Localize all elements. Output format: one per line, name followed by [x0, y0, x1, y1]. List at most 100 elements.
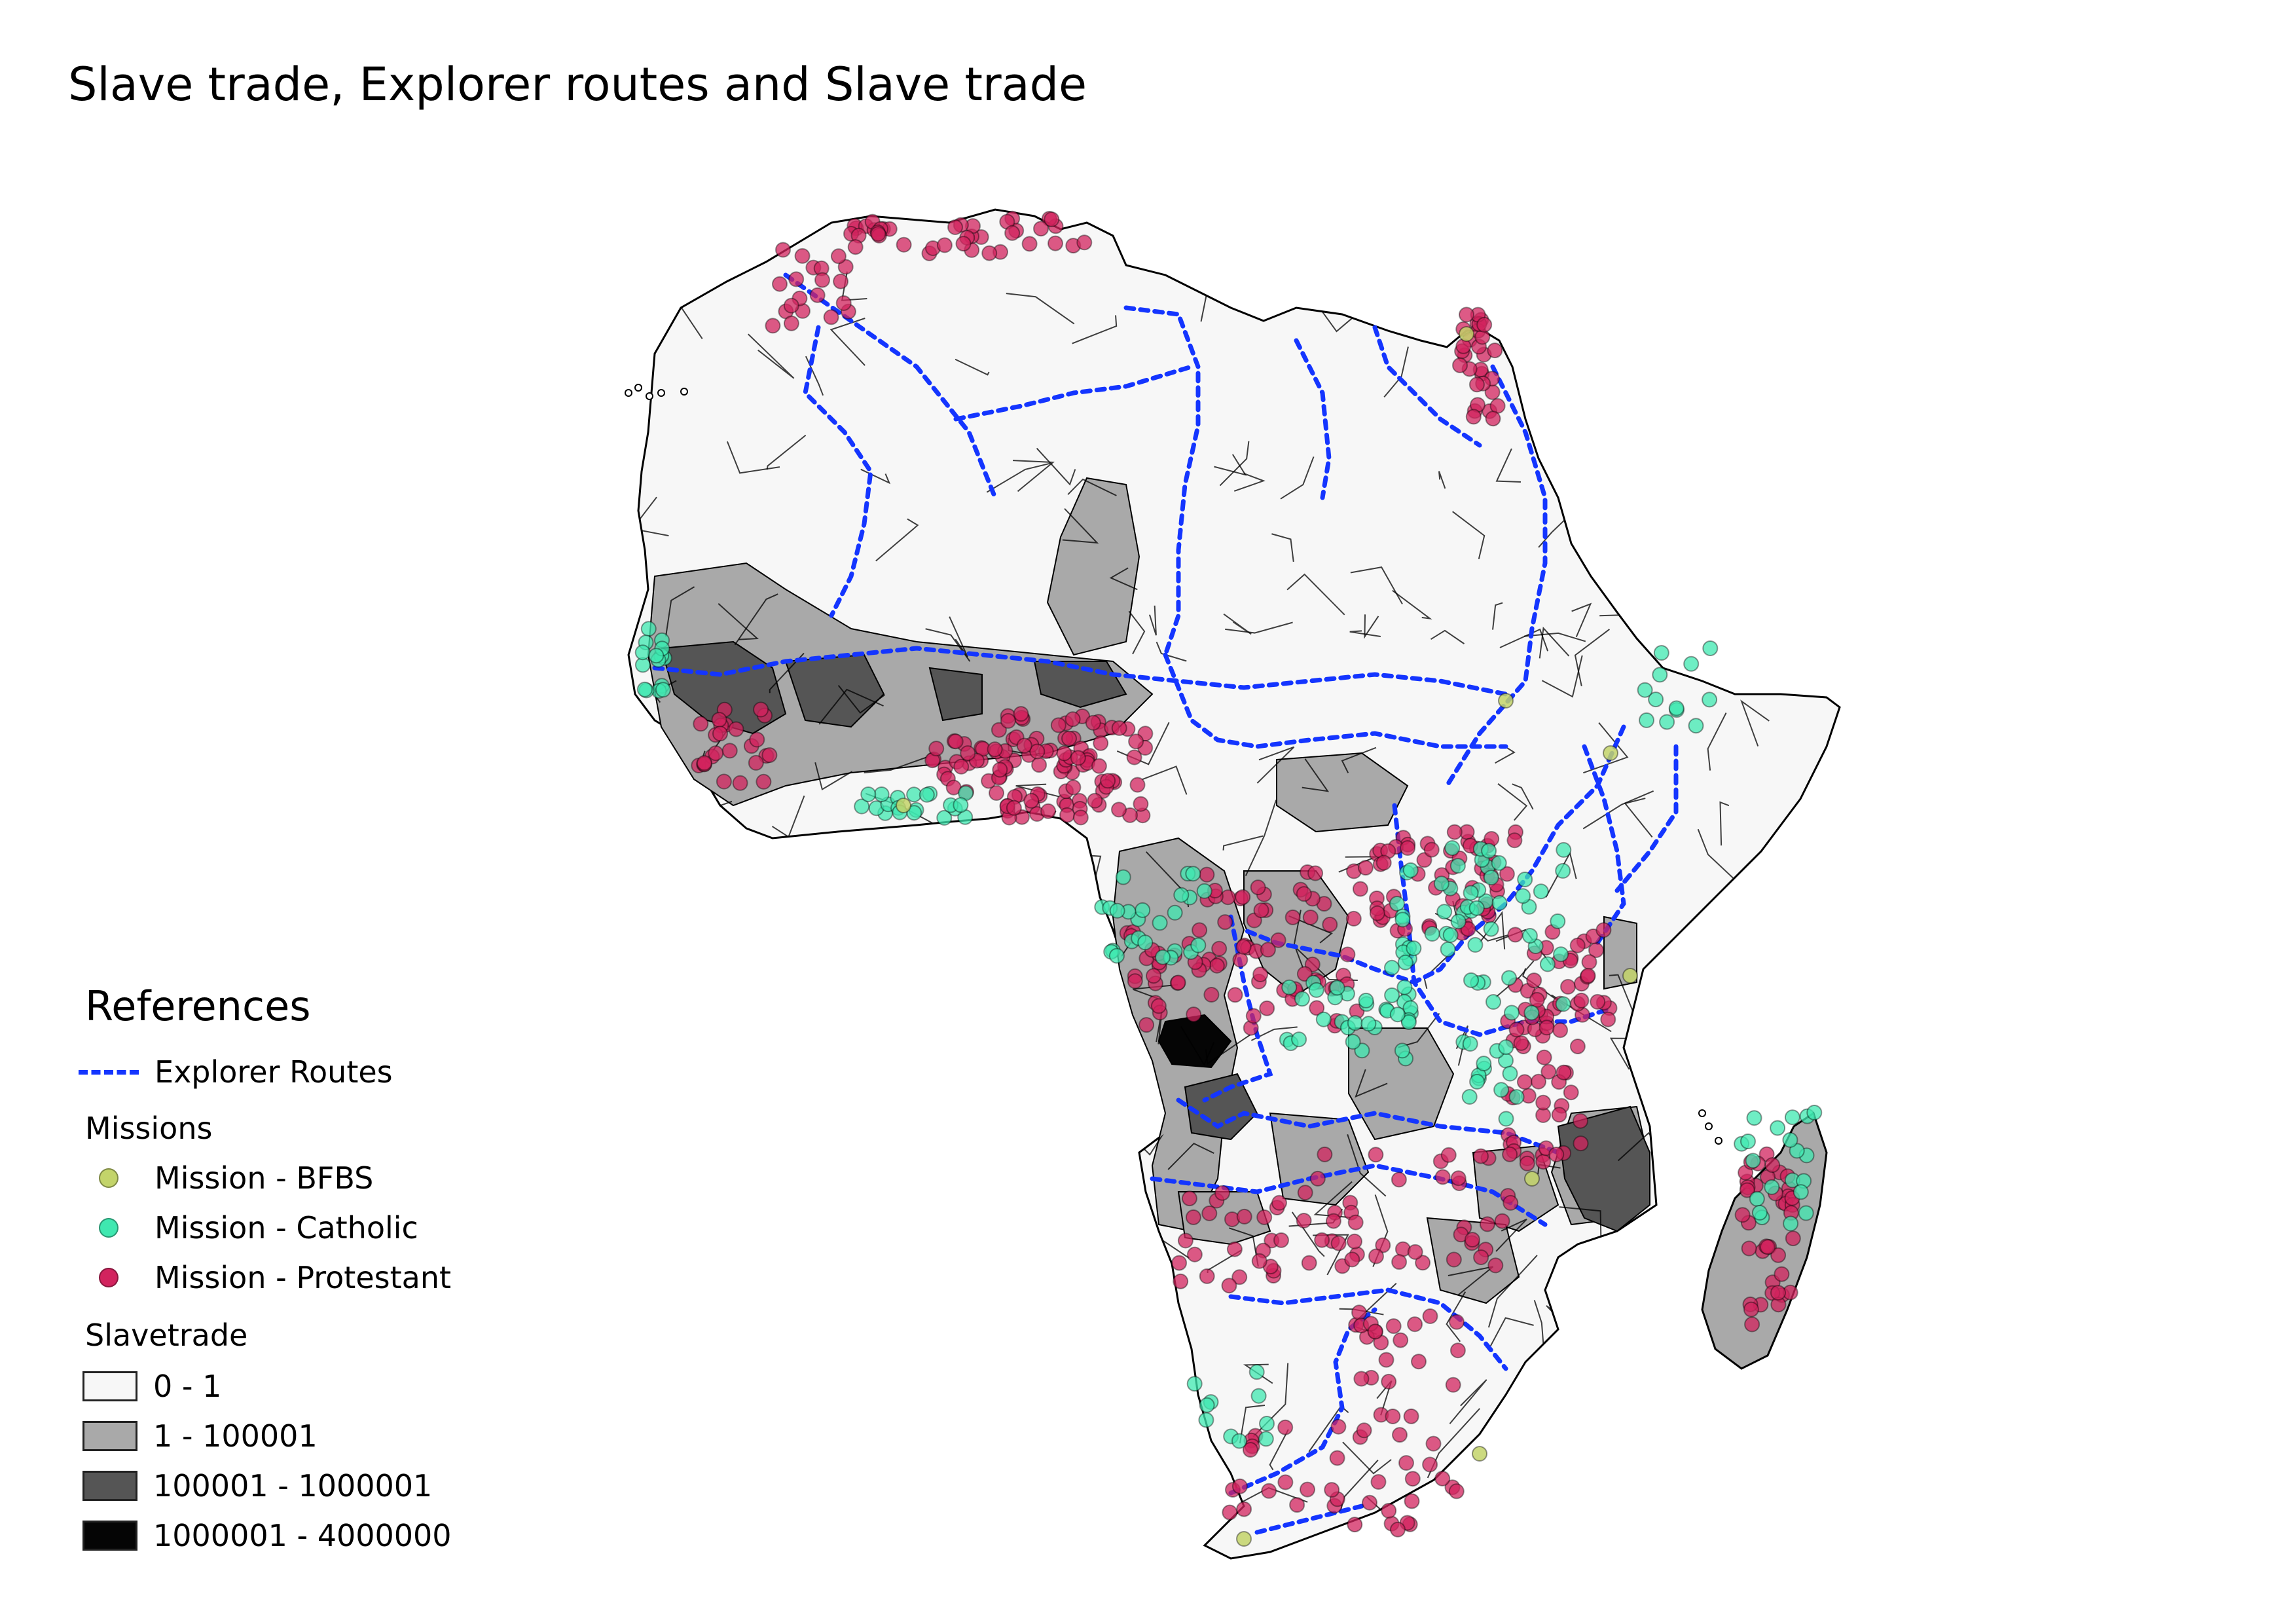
boundary-line: [1245, 800, 1277, 876]
boundary-line: [1449, 1379, 1487, 1424]
boundary-line: [1446, 1291, 1467, 1342]
mission-point: [711, 712, 727, 728]
mission-point: [1469, 1073, 1485, 1090]
explorer-route: [1444, 364, 1548, 788]
slavetrade-region: [784, 654, 885, 728]
mission-point: [1446, 1251, 1462, 1268]
boundary-line: [847, 921, 908, 944]
mission-point: [1452, 357, 1468, 373]
mission-point: [1231, 1269, 1248, 1285]
boundary-line: [1512, 783, 1534, 810]
mission-point: [1146, 968, 1161, 984]
explorer-route: [1614, 744, 1679, 893]
boundary-line: [1597, 278, 1632, 314]
mission-point: [655, 682, 671, 698]
mission-point: [870, 226, 886, 242]
boundary-line: [1623, 1409, 1669, 1424]
mission-point: [1353, 1371, 1370, 1387]
explorer-route: [1163, 652, 1508, 749]
mission-point: [1553, 946, 1569, 963]
mission-point: [640, 621, 657, 637]
mission-point: [1440, 941, 1456, 957]
mission-point: [1465, 409, 1482, 425]
mission-point: [1324, 1482, 1340, 1498]
mission-point: [1196, 883, 1212, 899]
boundary-line: [738, 1341, 781, 1408]
mission-point: [1004, 225, 1021, 241]
mission-point: [1065, 711, 1081, 728]
swatch-icon: [82, 1471, 137, 1501]
boundary-line: [1707, 402, 1751, 435]
mission-point: [1291, 1031, 1307, 1048]
boundary-line: [738, 1001, 799, 1054]
mission-point: [1522, 928, 1538, 944]
boundary-line: [1214, 454, 1247, 476]
mission-point: [947, 219, 963, 235]
mission-point: [1504, 1005, 1520, 1021]
boundary-line: [733, 1285, 765, 1322]
mission-point: [1023, 792, 1040, 809]
explorer-routes-layer: [652, 272, 1679, 1535]
mission-point: [693, 716, 709, 732]
mission-point: [1770, 1247, 1787, 1263]
mission-point: [1171, 1255, 1188, 1271]
slavetrade-region: [1184, 1073, 1258, 1141]
mission-point: [1152, 915, 1168, 931]
boundary-line: [767, 1291, 774, 1298]
mission-point: [1506, 832, 1523, 849]
boundary-line: [1743, 1405, 1763, 1439]
mission-point: [1502, 1065, 1518, 1082]
mission-point: [1259, 1416, 1275, 1431]
mission-point: [1294, 991, 1310, 1007]
boundary-line: [1342, 1441, 1392, 1475]
mission-point: [1277, 1419, 1294, 1435]
mission-point: [1389, 896, 1405, 912]
boundary-line: [1302, 758, 1330, 792]
mission-point: [1555, 862, 1571, 879]
mission-point: [1368, 1248, 1384, 1264]
mission-point: [1741, 1240, 1757, 1257]
legend-item-slavetrade-2: 100001 - 1000001: [82, 1468, 432, 1504]
legend-label: 0 - 1: [153, 1369, 222, 1404]
mission-point: [1751, 1204, 1768, 1221]
mission-point: [873, 786, 890, 802]
continent-outline: [627, 208, 1841, 1560]
boundary-line: [899, 977, 917, 994]
mission-point: [1259, 1000, 1275, 1016]
boundary-line: [1280, 456, 1315, 500]
mission-point: [1296, 966, 1313, 982]
explorer-route: [1176, 1098, 1561, 1155]
mission-point: [1652, 667, 1668, 683]
boundary-line: [1656, 1447, 1692, 1469]
boundary-line: [1243, 1363, 1273, 1384]
mission-point: [1352, 881, 1368, 897]
explorer-route: [1123, 305, 1201, 657]
mission-point: [1400, 1014, 1417, 1030]
boundary-line: [926, 959, 972, 994]
explorer-route: [803, 325, 873, 618]
mission-point: [1329, 1450, 1345, 1466]
mission-point: [1468, 900, 1485, 916]
mission-point: [1668, 700, 1685, 716]
mission-point: [1407, 1244, 1423, 1260]
mission-point: [1603, 745, 1618, 761]
mission-point: [854, 798, 870, 815]
mission-point: [1392, 1427, 1408, 1443]
mission-point: [1375, 1237, 1391, 1253]
boundary-line: [1488, 1317, 1534, 1349]
mission-point: [1315, 1011, 1332, 1027]
boundary-line: [1062, 508, 1099, 544]
mission-point: [1181, 1190, 1197, 1207]
mission-point: [1783, 1215, 1799, 1232]
mission-point: [1309, 1170, 1326, 1187]
mission-point: [1476, 1056, 1492, 1072]
boundary-line: [1687, 1027, 1705, 1052]
mission-point: [1016, 737, 1032, 754]
boundary-line: [1013, 1158, 1049, 1226]
mission-point: [1539, 1020, 1555, 1036]
legend-group-missions: Missions: [85, 1111, 213, 1146]
boundary-line: [1683, 1454, 1726, 1467]
mission-point: [775, 242, 791, 258]
explorer-route: [652, 646, 1508, 697]
